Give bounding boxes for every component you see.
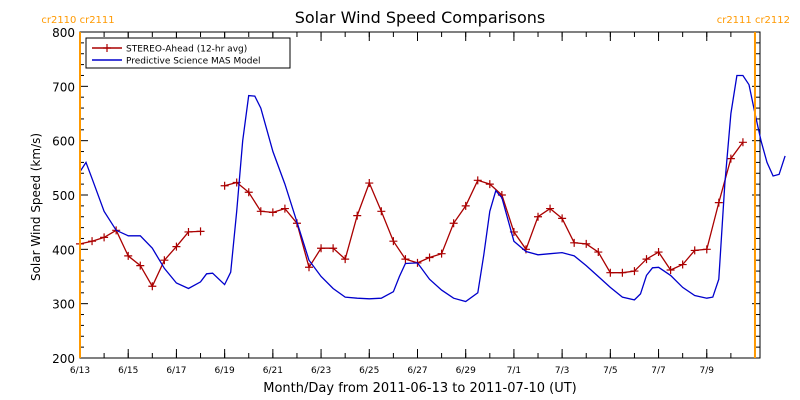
x-tick-label: 6/21 (263, 366, 283, 376)
series-line (79, 74, 786, 303)
data-point (690, 246, 699, 255)
legend-label: Predictive Science MAS Model (126, 57, 261, 67)
data-point (726, 154, 735, 163)
plot-frame (79, 31, 761, 359)
y-tick-label: 400 (52, 243, 75, 257)
data-point (546, 204, 555, 213)
x-tick-label: 7/5 (603, 366, 617, 376)
data-point (172, 242, 181, 251)
data-point (256, 207, 265, 216)
data-point (184, 227, 193, 236)
data-point (244, 188, 253, 197)
x-tick-label: 7/1 (507, 366, 521, 376)
data-point (473, 176, 482, 185)
data-point (485, 180, 494, 189)
data-point (136, 261, 145, 270)
data-point (317, 244, 326, 253)
carrington-markers: cr2110 cr2111 cr2111 cr2112 (41, 15, 790, 358)
data-point (148, 282, 157, 291)
data-point (654, 248, 663, 257)
x-tick-label: 6/29 (456, 366, 476, 376)
x-tick-label: 7/3 (555, 366, 569, 376)
data-point (558, 214, 567, 223)
series-line (224, 141, 744, 274)
data-point (401, 255, 410, 264)
data-point (280, 204, 289, 213)
legend-label: STEREO-Ahead (12-hr avg) (126, 45, 247, 55)
data-point (630, 267, 639, 276)
y-tick-label: 200 (52, 352, 75, 366)
plot-area (79, 31, 761, 359)
data-point (678, 260, 687, 269)
carrington-label: cr2111 cr2112 (717, 15, 790, 26)
data-point (738, 138, 747, 147)
data-point (268, 208, 277, 217)
x-tick-label: 6/23 (311, 366, 331, 376)
data-point (425, 253, 434, 262)
data-point (377, 207, 386, 216)
data-point (582, 239, 591, 248)
data-point (305, 263, 314, 272)
axes: 200 300 400 500 600 700 800 6/13 6/15 6/17 6/19 6/2… (52, 26, 760, 376)
series-line (79, 229, 201, 288)
data-point (100, 233, 109, 242)
data-point (196, 227, 205, 236)
x-tick-label: 7/7 (651, 366, 665, 376)
y-axis-label: Solar Wind Speed (km/s) (29, 133, 43, 281)
series-layer (76, 74, 786, 303)
y-tick-label: 500 (52, 189, 75, 203)
y-tick-label: 600 (52, 135, 75, 149)
series-mas-model (79, 74, 786, 303)
data-point (88, 237, 97, 246)
data-point (329, 244, 338, 253)
data-point (461, 201, 470, 210)
legend: STEREO-Ahead (12-hr avg) Predictive Scien… (85, 37, 291, 69)
chart-title: Solar Wind Speed Comparisons (295, 8, 546, 27)
x-tick-label: 6/13 (70, 366, 90, 376)
data-point (666, 265, 675, 274)
y-tick-label: 700 (52, 80, 75, 94)
data-point (702, 245, 711, 254)
x-tick-label: 6/25 (359, 366, 379, 376)
data-point (570, 238, 579, 247)
y-tick-label: 300 (52, 298, 75, 312)
y-tick-label: 800 (52, 26, 75, 40)
x-tick-label: 6/19 (215, 366, 235, 376)
x-tick-label: 7/9 (700, 366, 715, 376)
data-point (606, 268, 615, 277)
data-point (618, 268, 627, 277)
data-point (594, 248, 603, 257)
data-point (449, 219, 458, 228)
data-point (124, 251, 133, 260)
x-tick-label: 6/15 (118, 366, 138, 376)
data-point (353, 211, 362, 220)
data-point (534, 212, 543, 221)
data-point (160, 256, 169, 265)
x-tick-label: 6/17 (166, 366, 186, 376)
legend-marker (103, 44, 111, 52)
carrington-label: cr2110 cr2111 (41, 15, 114, 26)
data-point (389, 237, 398, 246)
series-stereo-ahead (76, 138, 747, 291)
data-point (437, 249, 446, 258)
data-point (220, 181, 229, 190)
legend-box (85, 37, 291, 69)
x-axis-label: Month/Day from 2011-06-13 to 2011-07-10 … (263, 381, 576, 396)
data-point (642, 255, 651, 264)
x-tick-label: 6/27 (407, 366, 427, 376)
data-point (714, 198, 723, 207)
data-point (365, 179, 374, 188)
data-point (341, 255, 350, 264)
